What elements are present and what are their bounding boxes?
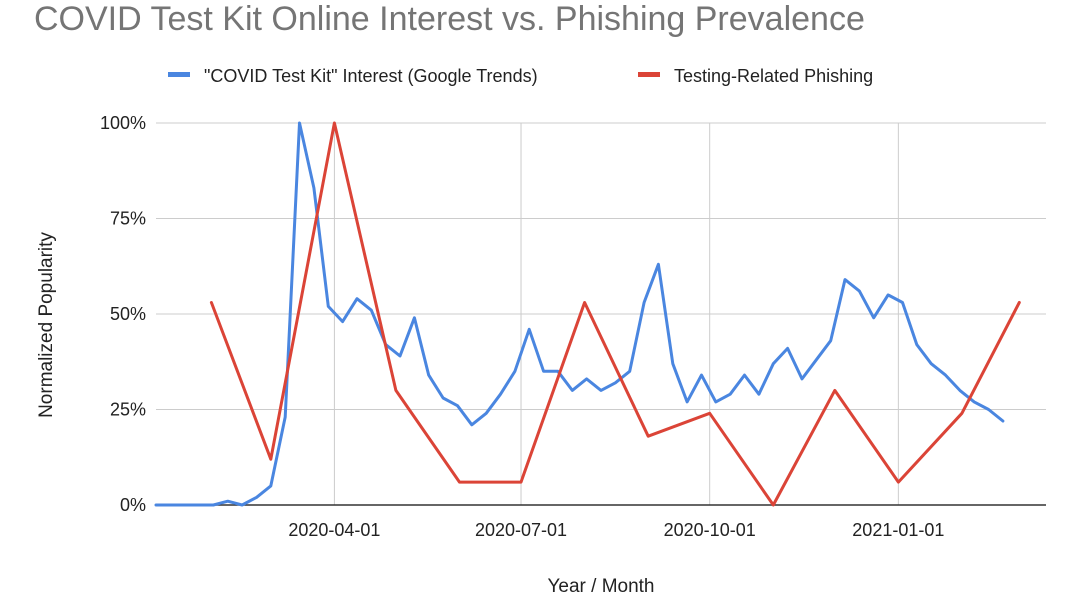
x-tick-label: 2020-07-01 bbox=[475, 520, 567, 540]
gridlines bbox=[156, 122, 1046, 505]
legend: "COVID Test Kit" Interest (Google Trends… bbox=[168, 66, 873, 86]
legend-swatch-phishing bbox=[638, 72, 660, 77]
axes: 0% 25% 50% 75% 100% 2020-04-01 2020-07-01 2020-… bbox=[100, 113, 1046, 540]
y-tick-label: 100% bbox=[100, 113, 146, 133]
legend-swatch-interest bbox=[168, 72, 190, 77]
x-tick-label: 2020-10-01 bbox=[664, 520, 756, 540]
y-tick-label: 0% bbox=[120, 495, 146, 515]
x-axis-title: Year / Month bbox=[547, 576, 654, 597]
x-tick-label: 2021-01-01 bbox=[852, 520, 944, 540]
series-lines bbox=[154, 121, 1021, 507]
x-tick-label: 2020-04-01 bbox=[288, 520, 380, 540]
legend-label-phishing: Testing-Related Phishing bbox=[674, 66, 873, 86]
series-line-phishing bbox=[209, 121, 1021, 507]
series-line-interest bbox=[154, 121, 1005, 507]
chart-title: COVID Test Kit Online Interest vs. Phish… bbox=[34, 0, 865, 38]
legend-label-interest: "COVID Test Kit" Interest (Google Trends… bbox=[204, 66, 538, 86]
y-axis-title: Normalized Popularity bbox=[36, 232, 57, 418]
y-tick-label: 50% bbox=[110, 304, 146, 324]
y-tick-label: 75% bbox=[110, 209, 146, 229]
y-tick-label: 25% bbox=[110, 400, 146, 420]
